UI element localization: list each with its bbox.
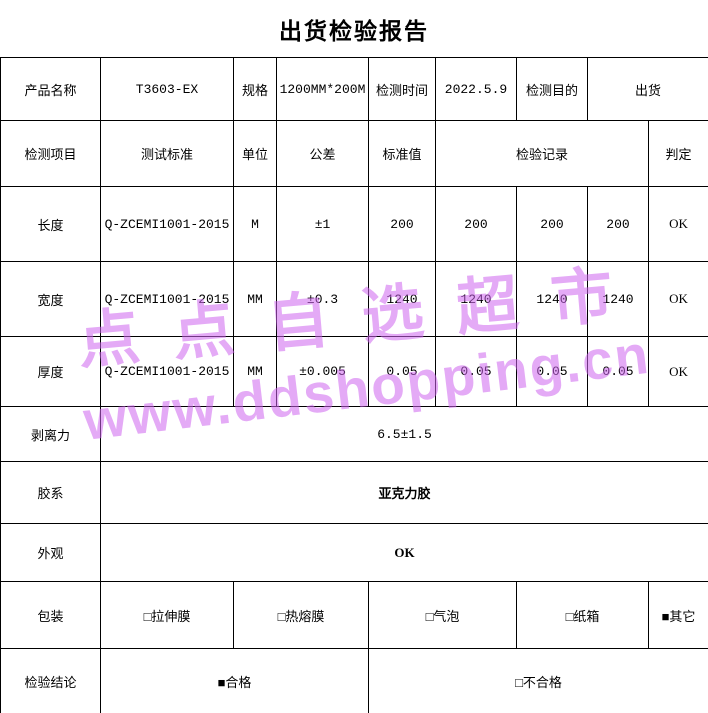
tolerance-value: ±0.3 [276,261,369,337]
measurement-row-thickness: 厚度 Q-ZCEMI1001-2015 MM ±0.005 0.05 0.05 … [0,336,708,407]
conclusion-fail-label: 不合格 [522,674,562,690]
col-header-standard: 测试标准 [100,120,234,187]
record-value: 1240 [516,261,588,337]
conclusion-label: 检验结论 [0,648,101,713]
std-value: 200 [368,186,436,262]
checkbox-unchecked-icon: □ [143,608,152,624]
col-header-tolerance: 公差 [276,120,369,187]
appearance-label: 外观 [0,523,101,582]
col-header-records: 检验记录 [435,120,649,187]
packaging-row: 包装 □拉伸膜 □热熔膜 □气泡 □纸箱 ■其它 [0,581,708,649]
peel-force-label: 剥离力 [0,406,101,462]
standard-value: Q-ZCEMI1001-2015 [100,186,234,262]
adhesive-row: 胶系 亚克力胶 [0,461,708,524]
packaging-label: 包装 [0,581,101,649]
col-header-unit: 单位 [233,120,277,187]
unit-value: MM [233,336,277,407]
adhesive-label: 胶系 [0,461,101,524]
packaging-option-label: 拉伸膜 [151,608,191,624]
header-row: 检测项目 测试标准 单位 公差 标准值 检验记录 判定 [0,120,708,187]
conclusion-option-pass: ■合格 [100,648,369,713]
judgement-value: OK [647,261,708,337]
unit-value: M [233,186,277,262]
record-value: 200 [516,186,588,262]
report-title: 出货检验报告 [279,17,429,44]
judgement-value: OK [647,336,708,407]
spec-label: 规格 [233,57,277,121]
info-row: 产品名称 T3603-EX 规格 1200MM*200M 检测时间 2022.5… [0,57,708,121]
checkbox-checked-icon: ■ [661,608,670,624]
spec-value: 1200MM*200M [276,57,369,121]
item-label: 长度 [0,186,101,262]
packaging-option-carton: □纸箱 [516,581,649,649]
tolerance-value: ±0.005 [276,336,369,407]
test-time-value: 2022.5.9 [435,57,517,121]
packaging-option-label: 气泡 [433,608,460,624]
test-time-label: 检测时间 [368,57,436,121]
packaging-option-bubble: □气泡 [368,581,517,649]
record-value: 1240 [587,261,649,337]
judgement-value: OK [647,186,708,262]
standard-value: Q-ZCEMI1001-2015 [100,336,234,407]
peel-force-value: 6.5±1.5 [99,406,708,462]
col-header-item: 检测项目 [0,120,101,187]
measurement-row-width: 宽度 Q-ZCEMI1001-2015 MM ±0.3 1240 1240 12… [0,261,708,337]
peel-force-row: 剥离力 6.5±1.5 [0,406,708,462]
product-name-label: 产品名称 [0,57,101,121]
packaging-option-stretch-film: □拉伸膜 [100,581,234,649]
checkbox-unchecked-icon: □ [277,608,286,624]
item-label: 厚度 [0,336,101,407]
record-value: 0.05 [435,336,517,407]
standard-value: Q-ZCEMI1001-2015 [100,261,234,337]
col-header-judgement: 判定 [647,120,708,187]
conclusion-pass-label: 合格 [225,674,252,690]
checkbox-unchecked-icon: □ [425,608,434,624]
measurement-row-length: 长度 Q-ZCEMI1001-2015 M ±1 200 200 200 200… [0,186,708,262]
std-value: 0.05 [368,336,436,407]
checkbox-unchecked-icon: □ [565,608,574,624]
conclusion-option-fail: □不合格 [367,648,708,713]
tolerance-value: ±1 [276,186,369,262]
packaging-option-label: 热熔膜 [285,608,325,624]
packaging-option-label: 其它 [669,608,696,624]
item-label: 宽度 [0,261,101,337]
appearance-row: 外观 OK [0,523,708,582]
appearance-value: OK [99,523,708,582]
std-value: 1240 [368,261,436,337]
report-table: 产品名称 T3603-EX 规格 1200MM*200M 检测时间 2022.5… [0,57,708,713]
product-name-value: T3603-EX [100,57,234,121]
col-header-std-value: 标准值 [368,120,436,187]
record-value: 0.05 [587,336,649,407]
checkbox-unchecked-icon: □ [515,674,523,690]
conclusion-row: 检验结论 ■合格 □不合格 [0,648,708,713]
test-purpose-label: 检测目的 [516,57,588,121]
test-purpose-value: 出货 [586,57,708,121]
unit-value: MM [233,261,277,337]
record-value: 0.05 [516,336,588,407]
packaging-option-label: 纸箱 [573,608,600,624]
record-value: 1240 [435,261,517,337]
adhesive-value: 亚克力胶 [99,461,708,524]
packaging-option-other: ■其它 [647,581,708,649]
packaging-option-hot-melt-film: □热熔膜 [233,581,369,649]
checkbox-checked-icon: ■ [217,674,226,690]
record-value: 200 [435,186,517,262]
record-value: 200 [587,186,649,262]
